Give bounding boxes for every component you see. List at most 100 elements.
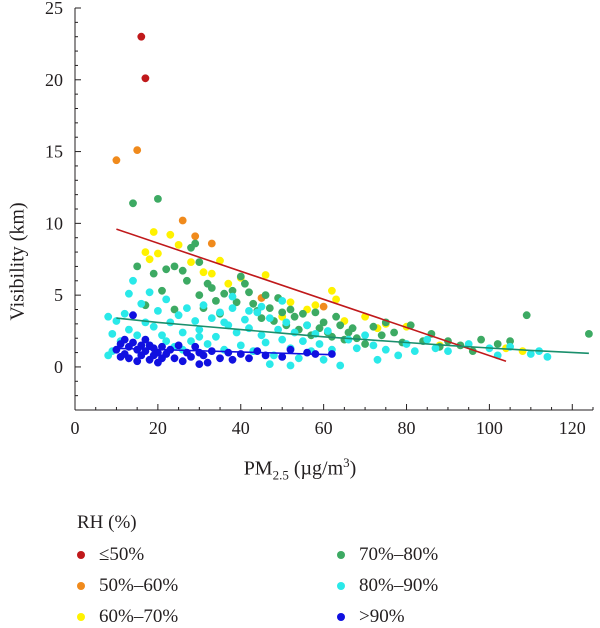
data-point [328,286,336,295]
data-point [162,295,171,304]
legend-item-50-60: 50%–60% [77,575,178,597]
data-point [431,344,440,353]
data-point [265,314,274,322]
data-point [352,334,361,343]
data-point [311,301,320,310]
data-point [228,286,237,295]
data-point [174,311,183,320]
data-point [183,304,191,312]
data-point [162,265,171,274]
data-point [203,340,212,348]
legend-item-gt90: >90% [337,606,405,628]
x-tick-label: 80 [398,418,416,438]
data-point [166,318,175,327]
data-point [154,195,162,203]
y-tick-label: 25 [45,0,63,18]
data-point [585,330,593,338]
data-point [191,239,200,248]
data-point [104,312,113,321]
data-point [220,289,229,298]
data-point [207,239,216,248]
data-point [145,255,154,264]
data-point [477,335,485,344]
data-point [228,355,237,364]
data-point [278,335,287,344]
y-tick-label: 0 [54,357,63,377]
y-tick-label: 20 [45,70,63,90]
data-point [493,340,502,348]
x-tick-label: 0 [71,418,80,438]
data-point [315,340,324,348]
data-point [261,338,270,347]
legend-label: 50%–60% [99,575,179,596]
data-point [178,328,187,337]
data-point [257,331,266,340]
data-point [241,315,249,324]
data-point [257,314,266,322]
data-point [522,311,531,320]
axes: 0 5 10 15 20 25 0 20 40 60 80 100 120 [45,0,594,438]
data-point [141,248,150,256]
x-tick-label: 100 [476,418,503,438]
fit-lines [116,228,589,362]
data-point [112,156,121,165]
data-point [170,354,179,363]
data-point [332,312,340,321]
data-point [212,332,220,341]
data-point [166,230,175,239]
data-point [245,307,253,315]
data-point [195,360,204,368]
data-point [299,309,307,318]
data-point [286,298,295,307]
data-point [332,295,340,304]
legend-item-le50: ≤50% [77,544,144,566]
data-point [149,228,158,236]
legend-item-80-90: 80%–90% [337,575,438,597]
y-tick-label: 10 [45,213,63,233]
legend-label: ≤50% [99,544,145,565]
data-point [543,353,552,361]
data-point [170,305,179,314]
data-point [216,354,224,363]
trend-line [116,347,332,356]
legend-swatch [77,613,85,621]
data-point [154,307,162,315]
data-point [373,355,382,364]
data-point [108,330,117,338]
data-point [406,321,415,330]
data-point [311,308,320,317]
data-point [265,360,274,368]
data-point [195,332,204,341]
data-point [377,331,386,340]
data-point [315,324,324,333]
data-point [294,354,303,363]
x-axis-label: PM2.5 (µg/m3) [243,455,357,483]
data-point [394,351,403,360]
data-point [207,269,216,278]
data-point [245,354,253,363]
data-point [336,361,345,370]
data-point [129,276,137,285]
data-point [199,351,208,360]
y-tick-label: 15 [45,142,63,162]
data-point [141,74,150,83]
legend-swatch [77,551,85,559]
data-point [195,258,204,266]
data-point [257,302,266,311]
data-point [174,241,183,249]
data-point [174,341,183,350]
x-tick-label: 40 [232,418,250,438]
data-point [323,327,332,335]
data-point [410,347,419,355]
scatter-points [104,32,593,370]
data-point [290,312,299,321]
data-point [187,258,195,266]
data-point [129,311,137,320]
data-point [183,276,191,285]
data-point [199,268,208,277]
data-point [154,348,162,357]
data-point [141,335,150,344]
data-point [506,337,514,345]
legend-swatch [337,582,345,590]
